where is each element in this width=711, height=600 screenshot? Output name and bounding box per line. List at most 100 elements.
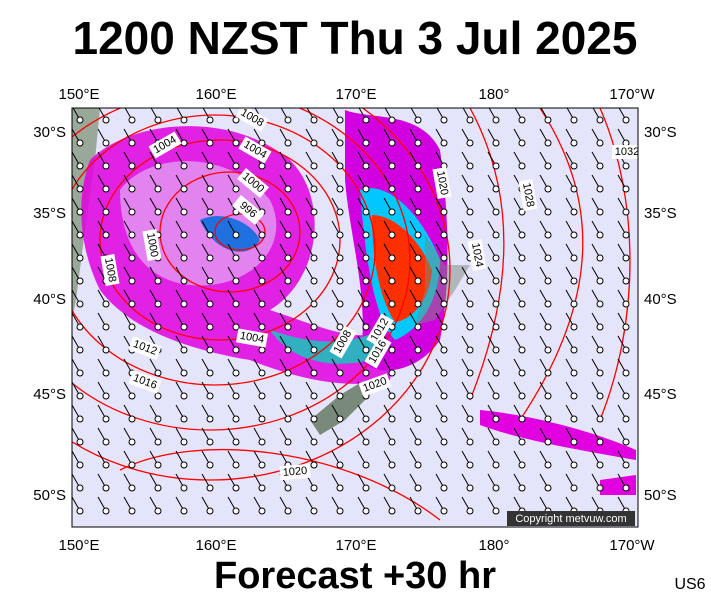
station [128,484,136,492]
station [102,323,110,331]
station [258,392,266,400]
station [492,346,500,354]
station [544,139,552,147]
isobar-label-box [142,229,162,261]
station [414,415,422,423]
station [388,484,396,492]
station [440,300,448,308]
station [596,323,604,331]
station [596,461,604,469]
station [310,438,318,446]
station [544,208,552,216]
station [388,231,396,239]
isobar-label: 1020 [434,170,450,196]
station [284,208,292,216]
station [258,438,266,446]
isobar-label: 1020 [282,465,307,479]
station [102,116,110,124]
station [414,208,422,216]
station [414,438,422,446]
station [76,346,84,354]
station [518,208,526,216]
isobar-label-group: 1024 [467,239,487,271]
station [440,461,448,469]
station [440,484,448,492]
station [622,392,630,400]
station [76,323,84,331]
station [544,323,552,331]
station [154,369,162,377]
isobar-label-group: 1016 [128,370,162,394]
station [440,323,448,331]
station [362,369,370,377]
isobar-label-group: 1020 [432,167,452,199]
station [466,323,474,331]
station [388,139,396,147]
station [466,300,474,308]
station [154,323,162,331]
isobar-label-box [237,167,269,199]
station [232,346,240,354]
latitude-label: 30°S [644,124,677,141]
station [102,139,110,147]
station [570,162,578,170]
station [284,438,292,446]
station [414,116,422,124]
station [336,507,344,515]
station [206,346,214,354]
station [362,415,370,423]
station [76,208,84,216]
station [570,461,578,469]
station [232,254,240,262]
station [388,392,396,400]
station [622,116,630,124]
station [154,208,162,216]
station [362,208,370,216]
station [492,300,500,308]
station [414,185,422,193]
station [622,415,630,423]
station [336,162,344,170]
station [154,392,162,400]
station [232,369,240,377]
station [180,484,188,492]
station [76,277,84,285]
station [310,277,318,285]
station [544,116,552,124]
station [232,507,240,515]
station [492,415,500,423]
station [544,438,552,446]
station [544,185,552,193]
station [518,415,526,423]
station [206,231,214,239]
station [388,162,396,170]
longitude-label: 150°E [58,86,99,103]
isobar-label: 1004 [239,330,265,346]
station [518,461,526,469]
station [336,300,344,308]
station [258,461,266,469]
station [180,300,188,308]
station [492,231,500,239]
station [232,139,240,147]
station [596,369,604,377]
station [570,369,578,377]
station [466,461,474,469]
isobar-label-box [364,335,392,369]
station [596,438,604,446]
station [492,323,500,331]
station [258,415,266,423]
station [102,231,110,239]
station [596,415,604,423]
station [596,254,604,262]
station [310,415,318,423]
station [362,484,370,492]
station [128,254,136,262]
station [102,162,110,170]
station [258,369,266,377]
station [518,300,526,308]
station [180,116,188,124]
station [128,300,136,308]
station [336,277,344,285]
station [76,484,84,492]
